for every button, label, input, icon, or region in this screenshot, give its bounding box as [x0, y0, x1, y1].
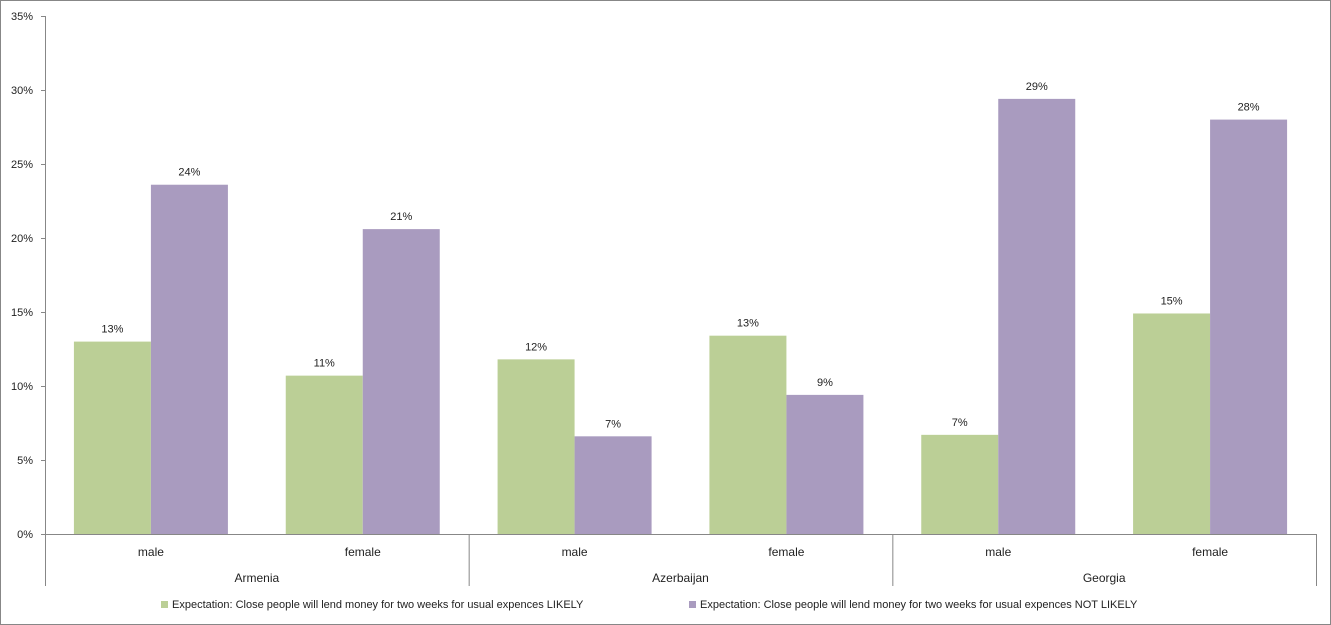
bar-armenia-male-series-2: [150, 184, 228, 534]
bar-georgia-female-series-2: [1210, 119, 1288, 534]
x-category-label: female: [1192, 545, 1228, 559]
data-label: 12%: [525, 341, 547, 353]
x-group-label: Armenia: [234, 571, 279, 585]
data-label: 13%: [101, 324, 123, 336]
x-category-label: male: [562, 545, 588, 559]
y-tick-label: 0%: [17, 529, 33, 541]
bar-azerbaijan-female-series-2: [786, 394, 864, 534]
bar-armenia-male-series-1: [73, 341, 151, 534]
bar-armenia-female-series-1: [285, 375, 363, 534]
y-tick-label: 10%: [11, 381, 33, 393]
y-tick-label: 35%: [11, 11, 33, 23]
y-tick-label: 30%: [11, 85, 33, 97]
data-label: 15%: [1161, 295, 1183, 307]
x-category-label: female: [345, 545, 381, 559]
data-label: 11%: [314, 358, 335, 370]
data-label: 21%: [390, 211, 412, 223]
bar-azerbaijan-female-series-1: [709, 335, 787, 534]
y-tick-label: 15%: [11, 307, 33, 319]
data-label: 29%: [1026, 81, 1048, 93]
data-label: 13%: [737, 318, 759, 330]
data-label: 28%: [1238, 102, 1260, 114]
legend-swatch: [161, 601, 168, 608]
x-group-label: Georgia: [1083, 571, 1126, 585]
bar-armenia-female-series-2: [362, 229, 440, 534]
bar-azerbaijan-male-series-1: [497, 359, 575, 534]
y-tick-label: 5%: [17, 455, 33, 467]
x-category-label: male: [985, 545, 1011, 559]
x-category-label: male: [138, 545, 164, 559]
bar-georgia-male-series-2: [998, 98, 1076, 534]
legend-swatch: [689, 601, 696, 608]
data-label: 9%: [817, 377, 833, 389]
bar-georgia-male-series-1: [921, 434, 999, 534]
legend-label: Expectation: Close people will lend mone…: [172, 599, 584, 611]
data-label: 7%: [952, 417, 968, 429]
y-tick-label: 20%: [11, 233, 33, 245]
bar-georgia-female-series-1: [1133, 313, 1211, 534]
y-tick-label: 25%: [11, 159, 33, 171]
bar-azerbaijan-male-series-2: [574, 436, 652, 534]
data-label: 24%: [178, 167, 200, 179]
data-label: 7%: [605, 418, 621, 430]
x-group-label: Azerbaijan: [652, 571, 709, 585]
x-category-label: female: [768, 545, 804, 559]
legend-label: Expectation: Close people will lend mone…: [700, 599, 1138, 611]
